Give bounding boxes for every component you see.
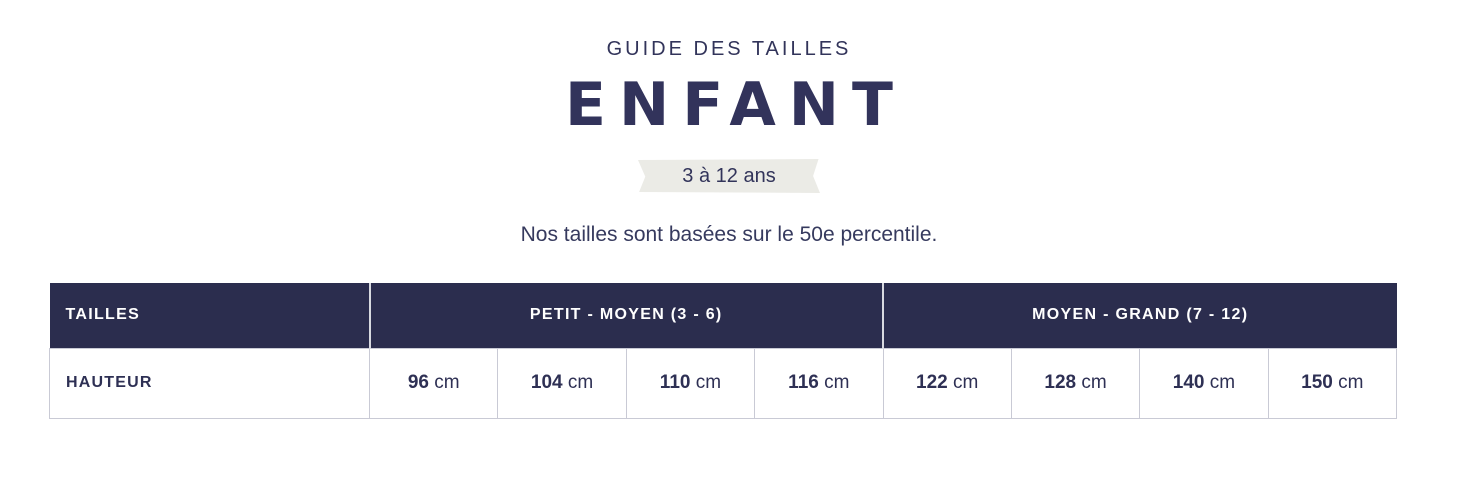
age-range-label: 3 à 12 ans bbox=[682, 165, 776, 187]
height-unit: cm bbox=[824, 372, 850, 393]
table-row-hauteur: HAUTEUR 96 cm 104 cm 110 cm 116 cm 122 c… bbox=[49, 347, 1398, 419]
height-cell: 96 cm bbox=[368, 347, 499, 419]
height-cell: 140 cm bbox=[1139, 347, 1269, 419]
masthead: GUIDE DES TAILLES ENFANT 3 à 12 ans Nos … bbox=[520, 38, 938, 246]
height-unit: cm bbox=[1209, 372, 1236, 393]
size-table: TAILLES PETIT - MOYEN (3 - 6) MOYEN - GR… bbox=[49, 283, 1398, 419]
height-cell: 110 cm bbox=[625, 347, 756, 419]
height-value: 104 bbox=[530, 372, 563, 393]
header-cell-tailles: TAILLES bbox=[49, 283, 370, 348]
size-table-body: HAUTEUR 96 cm 104 cm 110 cm 116 cm 122 c… bbox=[49, 347, 1398, 419]
height-value: 140 bbox=[1172, 372, 1205, 393]
percentile-subtitle: Nos tailles sont basées sur le 50e perce… bbox=[520, 223, 938, 246]
height-cell: 104 cm bbox=[497, 347, 627, 419]
size-table-header: TAILLES PETIT - MOYEN (3 - 6) MOYEN - GR… bbox=[49, 283, 1397, 348]
age-range-ribbon: 3 à 12 ans bbox=[638, 159, 820, 193]
height-unit: cm bbox=[434, 372, 460, 393]
height-value: 96 bbox=[407, 372, 429, 393]
height-cell: 116 cm bbox=[754, 347, 884, 419]
height-value: 150 bbox=[1301, 372, 1333, 393]
row-label-hauteur: HAUTEUR bbox=[49, 347, 370, 419]
height-value: 116 bbox=[788, 372, 819, 393]
height-value: 128 bbox=[1044, 372, 1077, 393]
header-group-petit-moyen: PETIT - MOYEN (3 - 6) bbox=[368, 283, 883, 348]
height-value: 122 bbox=[916, 372, 948, 393]
height-value: 110 bbox=[659, 372, 691, 393]
header-group-moyen-grand: MOYEN - GRAND (7 - 12) bbox=[882, 283, 1397, 348]
height-unit: cm bbox=[567, 372, 594, 393]
page-title: ENFANT bbox=[565, 70, 906, 140]
height-unit: cm bbox=[1081, 372, 1107, 393]
guide-eyebrow: GUIDE DES TAILLES bbox=[606, 38, 852, 60]
height-unit: cm bbox=[953, 372, 979, 393]
height-cell: 122 cm bbox=[882, 347, 1012, 419]
height-cell: 128 cm bbox=[1010, 347, 1141, 419]
height-unit: cm bbox=[1338, 372, 1364, 393]
height-cell: 150 cm bbox=[1267, 347, 1398, 419]
height-unit: cm bbox=[695, 372, 722, 393]
header-row: TAILLES PETIT - MOYEN (3 - 6) MOYEN - GR… bbox=[49, 283, 1397, 348]
